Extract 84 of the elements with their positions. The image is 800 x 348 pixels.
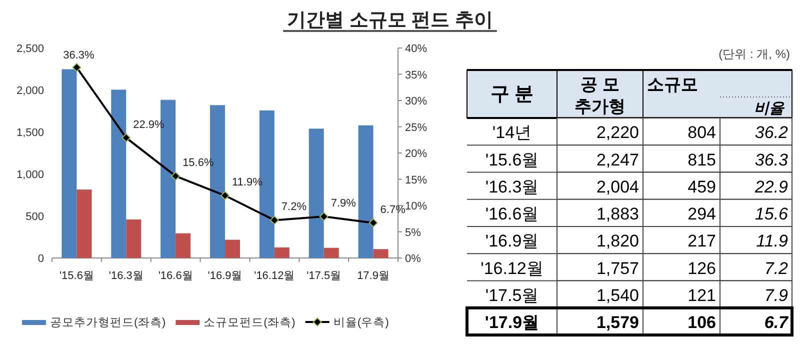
y-tick-label: 1,500 [16,127,44,139]
data-label: 22.9 [754,177,789,196]
data-label: 7.2% [281,201,307,214]
y-tick-label: '17.9월 [484,313,540,332]
point [171,172,180,181]
data-label: 1,883 [596,204,639,224]
data-label: 7.9 [764,286,789,305]
x-tick-label: 소규모 [647,75,698,94]
bar [76,190,92,258]
y-tick-label: '15.6월 [485,150,539,170]
y-tick-label: '16.3월 [485,177,539,196]
point [368,218,378,228]
y-tick-label: 2,500 [16,43,44,55]
point [319,212,328,222]
point [122,133,131,142]
point [220,191,230,200]
y2-tick-label: 30% [405,96,428,108]
data-label: 815 [688,150,716,170]
x-tick-label: '17.5월 [306,270,342,282]
y-tick-label: 0 [38,253,44,265]
data-label: 7.2 [764,258,789,278]
data-label: 1,540 [596,286,639,305]
bar [225,240,240,258]
x-tick-label: '16.6월 [158,270,193,282]
data-label: 459 [688,177,716,196]
y-tick-label: '14년 [492,123,532,142]
data-label: 2,220 [596,123,639,142]
bar [373,249,388,258]
y-tick-label: 2,000 [16,85,44,97]
data-label: 106 [688,313,716,332]
x-tick-label: '16.12월 [254,270,295,282]
y2-tick-label: 40% [405,43,428,55]
data-label: 1,820 [596,232,639,251]
x-axis-title: 구 분 [490,84,534,105]
y2-tick-label: 20% [405,148,428,160]
legend-label: 소규모펀드(좌측) [204,317,296,329]
y-tick-label: '16.6월 [485,204,539,224]
data-label: 36.3 [754,150,789,170]
point [270,216,279,225]
x-tick-label: 비율 [754,100,785,117]
bar [62,69,77,258]
data-label: 15.6 [754,204,789,224]
data-label: 804 [688,123,716,142]
bar [324,248,339,258]
data-label: 294 [688,204,716,224]
y2-tick-label: 35% [405,69,428,82]
data-label: 36.2 [754,123,789,142]
x-tick-label: '16.3월 [108,270,144,282]
data-label: 1,579 [596,313,639,332]
y2-tick-label: 25% [405,122,428,134]
y2-tick-label: 15% [405,174,428,186]
y-tick-label: 1,000 [16,169,44,181]
data-label: 121 [688,286,716,305]
data-label: 126 [688,258,716,278]
data-label: 6.7% [380,204,406,216]
y-tick-label: '16.9월 [485,232,539,251]
data-label: 1,757 [596,258,639,278]
data-label: 7.9% [330,198,356,210]
y-tick-label: 500 [26,211,44,223]
bar [126,219,142,258]
x-tick-label: '16.9월 [208,270,242,282]
y2-tick-label: 10% [405,200,428,212]
y2-tick-label: 0% [405,253,422,265]
bar [111,90,126,258]
bar [308,128,324,258]
x-tick-label: '15.6월 [59,270,94,282]
x-tick-label: 공 모 추가형 [574,75,626,116]
data-label: 217 [688,232,716,251]
y-tick-label: '17.5월 [485,286,539,305]
data-label: 36.3% [63,49,95,62]
data-label: 2,247 [596,150,639,170]
text: (단위 : 개, %) [718,47,790,61]
chart-title: 기간별 소규모 펀드 추이 [287,10,493,31]
bar [358,125,374,258]
bar [274,247,290,258]
legend-label: 공모추가형펀드(좌측) [50,317,166,329]
point [72,62,82,72]
bar [176,233,191,258]
data-label: 11.9 [756,232,789,251]
legend-label: 비율(우측) [333,317,390,329]
y2-tick-label: 5% [405,226,422,239]
data-label: 6.7 [764,313,790,332]
data-label: 2,004 [596,177,639,196]
x-tick-label: 17.9월 [357,270,390,282]
